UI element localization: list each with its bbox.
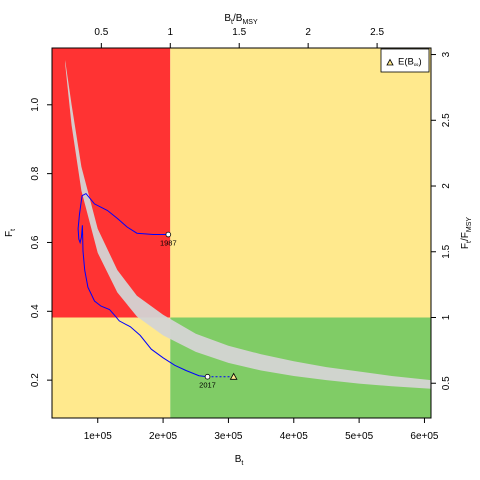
top-axis-title: Bt/BMSY <box>224 13 258 26</box>
right-tick-label: 3 <box>441 51 452 57</box>
y-tick-label: 0.6 <box>30 235 41 249</box>
x-tick-label: 5e+05 <box>345 431 374 442</box>
start-year-label: 1987 <box>160 239 177 248</box>
end-year-label: 2017 <box>199 381 216 390</box>
legend-triangle-icon <box>386 58 394 66</box>
right-tick-label: 0.5 <box>441 376 452 390</box>
x-axis-title: Bt <box>235 454 244 467</box>
equilibrium-marker <box>229 372 238 380</box>
x-tick-label: 1e+05 <box>84 431 113 442</box>
trajectory-line <box>77 192 208 378</box>
right-tick-label: 1 <box>441 314 452 320</box>
top-tick-label: 2.5 <box>370 27 384 38</box>
y-tick-label: 0.8 <box>30 166 41 180</box>
x-tick-label: 6e+05 <box>410 431 439 442</box>
top-tick-label: 1 <box>167 27 173 38</box>
x-tick-label: 4e+05 <box>280 431 309 442</box>
zone-yellow-top <box>170 48 431 318</box>
x-tick-label: 2e+05 <box>149 431 178 442</box>
legend-box <box>380 48 430 73</box>
legend: E(B∞) <box>380 48 430 73</box>
right-tick-label: 2 <box>441 183 452 189</box>
start-point <box>165 231 172 238</box>
top-tick-label: 0.5 <box>94 27 108 38</box>
plot-frame <box>51 47 432 419</box>
y-tick-label: 1.0 <box>30 97 41 111</box>
right-tick-label: 1.5 <box>441 244 452 258</box>
zone-yellow-bottom <box>52 317 171 418</box>
end-point <box>204 373 211 380</box>
top-tick-label: 1.5 <box>232 27 246 38</box>
right-tick-label: 2.5 <box>441 113 452 127</box>
legend-label: E(B∞) <box>398 57 422 69</box>
y-tick-label: 0.2 <box>30 373 41 387</box>
top-tick-label: 2 <box>305 27 311 38</box>
status-zones <box>52 48 431 418</box>
axes: 1e+05 2e+05 3e+05 4e+05 5e+05 6e+05 0.2 0.4 0.6 0… <box>30 27 452 442</box>
right-axis-title: Ft/FMSY <box>460 217 473 249</box>
x-tick-label: 3e+05 <box>214 431 243 442</box>
y-axis-title: Ft <box>4 229 17 237</box>
y-tick-label: 0.4 <box>30 304 41 318</box>
